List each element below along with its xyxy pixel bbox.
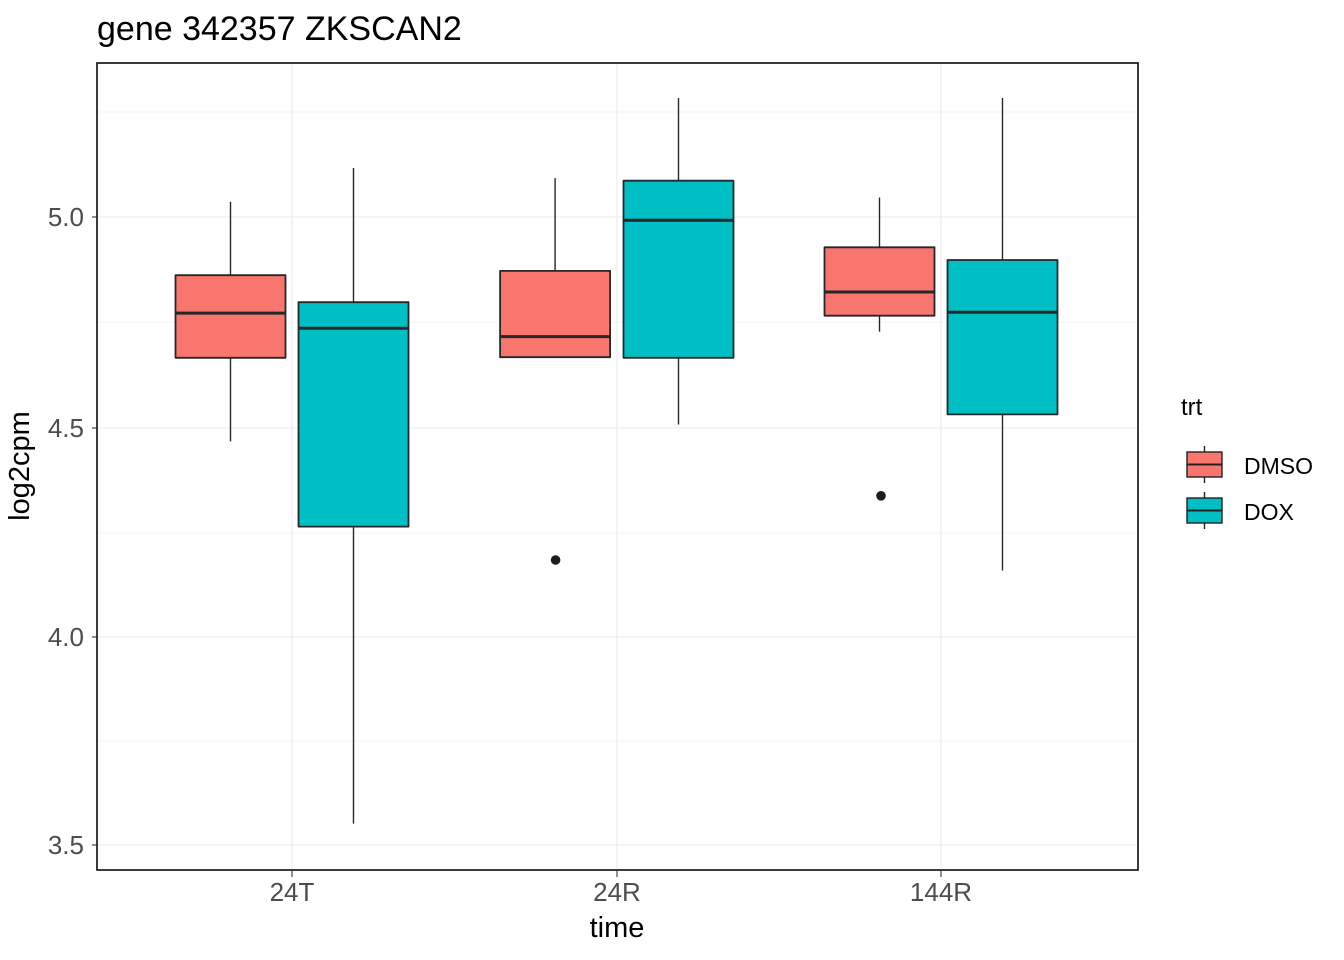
svg-text:5.0: 5.0 <box>48 202 84 232</box>
svg-text:gene 342357 ZKSCAN2: gene 342357 ZKSCAN2 <box>97 10 462 48</box>
svg-text:log2cpm: log2cpm <box>4 411 36 521</box>
svg-text:3.5: 3.5 <box>48 830 84 860</box>
svg-text:time: time <box>590 912 645 944</box>
svg-text:DOX: DOX <box>1244 499 1294 525</box>
svg-text:trt: trt <box>1181 394 1203 421</box>
svg-text:144R: 144R <box>910 877 972 907</box>
svg-text:4.0: 4.0 <box>48 622 84 652</box>
svg-text:24R: 24R <box>593 877 641 907</box>
svg-text:DMSO: DMSO <box>1244 453 1313 479</box>
svg-text:24T: 24T <box>270 877 315 907</box>
svg-text:4.5: 4.5 <box>48 413 84 443</box>
